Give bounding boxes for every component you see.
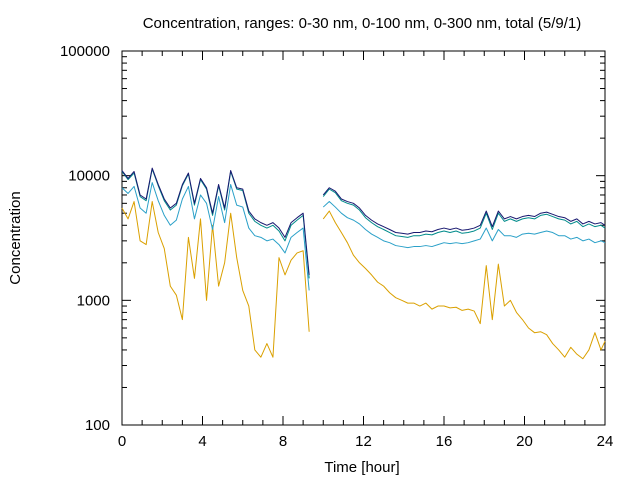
x-tick-label: 4 (198, 433, 206, 450)
x-tick-label: 20 (516, 433, 533, 450)
plot-frame (121, 50, 606, 426)
x-tick-label: 24 (597, 433, 614, 450)
x-axis-label: Time [hour] (324, 459, 399, 476)
x-tick-label: 12 (355, 433, 372, 450)
series-line-range_0_300 (121, 168, 606, 279)
y-axis-label: Concentration (7, 191, 24, 284)
series-line-total (121, 167, 606, 275)
series-line-range_0_30 (121, 201, 606, 360)
axis-ticks (121, 50, 606, 426)
tick-labels: 0 4 8 12 16 20 24 100 1000 10000 100000 (60, 43, 613, 450)
x-tick-label: 0 (118, 433, 126, 450)
y-tick-label: 100000 (60, 43, 110, 60)
series-lines (121, 167, 606, 360)
y-tick-label: 1000 (77, 292, 110, 309)
y-tick-label: 10000 (68, 168, 110, 185)
x-tick-label: 8 (279, 433, 287, 450)
series-line-range_0_100 (121, 182, 606, 291)
x-tick-label: 16 (436, 433, 453, 450)
y-tick-label: 100 (85, 417, 110, 434)
chart-title: Concentration, ranges: 0-30 nm, 0-100 nm… (143, 15, 582, 32)
